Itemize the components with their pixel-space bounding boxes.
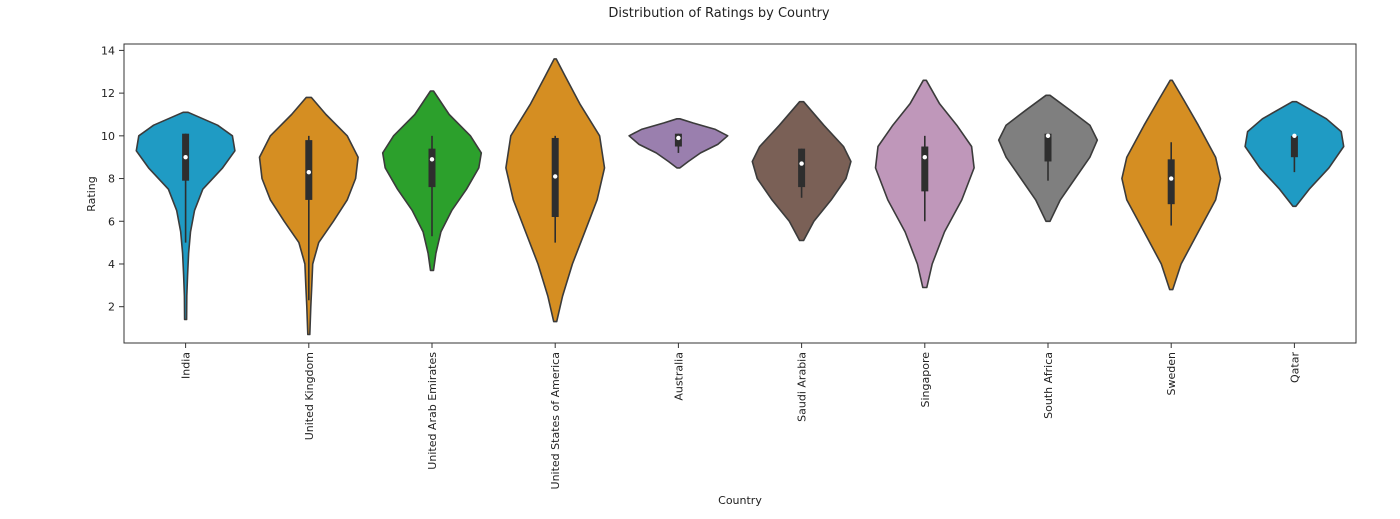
x-axis-label: Country [718,494,762,507]
y-tick-label: 12 [101,87,115,100]
x-tick-label: Qatar [1288,352,1301,383]
violin-median-point [429,157,435,162]
violin-iqr-box [921,146,929,192]
chart-title: Distribution of Ratings by Country [608,6,829,21]
violin-median-point [306,169,311,175]
violin-median-point [1169,176,1174,181]
violin-median-point [922,154,927,160]
violin-group [997,94,1099,223]
violin-iqr-box [798,148,806,188]
x-tick-label: Sweden [1165,352,1178,395]
violin-group [505,58,606,323]
violin-median-point [183,154,188,160]
y-tick-label: 4 [108,258,115,271]
violin-median-point [1292,133,1297,139]
violin-group [751,100,852,242]
y-tick-label: 10 [101,130,115,143]
violin-group [135,111,236,321]
x-tick-label: South Africa [1042,352,1055,419]
x-tick-label: Saudi Arabia [796,352,809,422]
violin-group [874,79,975,289]
violin-iqr-box [1044,133,1052,162]
x-axis: India United Kingdom United Arab Emirates U… [180,343,1301,489]
x-tick-label: United States of America [549,352,562,489]
plot-frame [123,43,1357,344]
x-tick-label: United Kingdom [303,352,316,440]
y-tick-label: 8 [108,173,115,186]
y-tick-label: 6 [108,215,115,228]
violin-group [381,90,483,272]
x-tick-label: Australia [672,352,685,401]
violin-group [1121,79,1222,291]
violin-group [628,118,729,169]
violin-median-point [676,135,681,141]
violin-group [258,96,359,336]
violin-iqr-box [428,148,436,188]
violin-iqr-box [1290,135,1298,158]
y-axis: 2 4 6 8 10 12 14 [101,44,124,314]
violin-iqr-box [1167,159,1175,205]
x-tick-label: United Arab Emirates [426,352,439,470]
y-tick-label: 14 [101,44,115,57]
violin-median-point [1045,133,1051,139]
violin-median-point [799,161,804,166]
y-tick-label: 2 [108,301,115,314]
x-tick-label: India [180,352,193,379]
violins-layer [135,58,1345,336]
y-axis-label: Rating [85,176,98,211]
x-tick-label: Singapore [919,352,932,408]
violin-median-point [553,174,558,179]
violin-group [1244,100,1345,208]
